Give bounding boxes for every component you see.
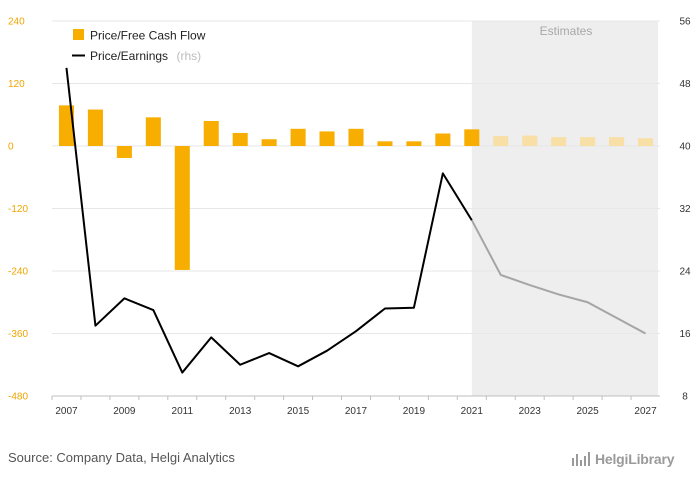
bar-2017 xyxy=(348,128,364,146)
left-tick-label: 0 xyxy=(8,142,14,153)
right-tick-label: 24 xyxy=(679,267,691,278)
line-series xyxy=(65,67,646,374)
bar-2011 xyxy=(174,146,190,270)
x-tick-label: 2007 xyxy=(55,406,78,417)
x-tick-label: 2011 xyxy=(172,406,194,417)
bar-2008 xyxy=(87,109,103,146)
bar-2027 xyxy=(637,138,654,146)
line-actual xyxy=(65,67,473,374)
right-tick-label: 8 xyxy=(682,392,688,403)
bar-2023 xyxy=(522,135,538,146)
source-note: Source: Company Data, Helgi Analytics xyxy=(8,450,235,465)
bar-2009 xyxy=(116,146,132,158)
left-tick-label: -480 xyxy=(8,392,28,403)
x-tick-label: 2013 xyxy=(229,406,252,417)
legend-line-text: Price/Earnings (rhs) xyxy=(90,47,201,64)
bar-2012 xyxy=(203,121,219,146)
bar-2021 xyxy=(464,129,480,146)
right-tick-label: 48 xyxy=(679,79,691,90)
right-tick-label: 56 xyxy=(679,17,691,28)
legend-bar-label: Price/Free Cash Flow xyxy=(90,29,206,43)
helgi-library-logo[interactable]: HelgiLibrary xyxy=(572,449,674,469)
x-tick-label: 2009 xyxy=(113,406,136,417)
bar-2010 xyxy=(145,117,161,146)
x-tick-label: 2021 xyxy=(461,406,484,417)
x-tick-label: 2025 xyxy=(576,406,599,417)
bar-2016 xyxy=(319,131,335,146)
line-estimate xyxy=(470,219,646,335)
left-tick-label: 240 xyxy=(8,17,25,28)
x-tick-label: 2023 xyxy=(519,406,542,417)
left-tick-label: -120 xyxy=(8,204,28,215)
bar-series xyxy=(58,105,654,270)
bar-2015 xyxy=(290,128,306,146)
x-tick-label: 2015 xyxy=(287,406,310,417)
x-axis-ticks: 2007 2009 2011 2013 2015 2017 2019 2021 2023 2025… xyxy=(51,396,657,417)
legend-bar-swatch xyxy=(73,29,84,40)
right-tick-label: 40 xyxy=(679,142,691,153)
bar-2025 xyxy=(580,137,596,146)
bar-2019 xyxy=(406,141,422,146)
x-tick-label: 2019 xyxy=(403,406,426,417)
left-tick-label: 120 xyxy=(8,79,25,90)
right-axis-ticks: 56 48 40 32 24 16 8 xyxy=(679,17,691,403)
right-tick-label: 16 xyxy=(679,329,691,340)
x-tick-label: 2017 xyxy=(345,406,368,417)
library-chart-icon xyxy=(572,452,590,466)
x-tick-label: 2027 xyxy=(634,406,657,417)
right-tick-label: 32 xyxy=(679,204,691,215)
legend-line-label: Price/Earnings xyxy=(90,49,168,63)
bar-2024 xyxy=(551,137,567,146)
bar-2013 xyxy=(232,132,248,146)
bar-2026 xyxy=(609,137,625,146)
estimates-label: Estimates xyxy=(540,24,593,38)
logo-text: HelgiLibrary xyxy=(595,451,675,467)
bar-2014 xyxy=(261,139,277,146)
bar-2022 xyxy=(493,136,509,146)
legend-line-suffix: (rhs) xyxy=(177,49,202,63)
left-tick-label: -240 xyxy=(8,267,28,278)
legend: Price/Free Cash Flow Price/Earnings (rhs… xyxy=(72,29,206,64)
left-tick-label: -360 xyxy=(8,329,28,340)
left-axis-ticks: 240 120 0 -120 -240 -360 -480 xyxy=(8,17,28,403)
combo-chart: 240 120 0 -120 -240 -360 -480 56 48 40 32 24 16 8 20… xyxy=(8,17,691,418)
bar-2020 xyxy=(435,133,451,146)
bar-2018 xyxy=(377,141,393,146)
bar-2007 xyxy=(58,105,75,146)
